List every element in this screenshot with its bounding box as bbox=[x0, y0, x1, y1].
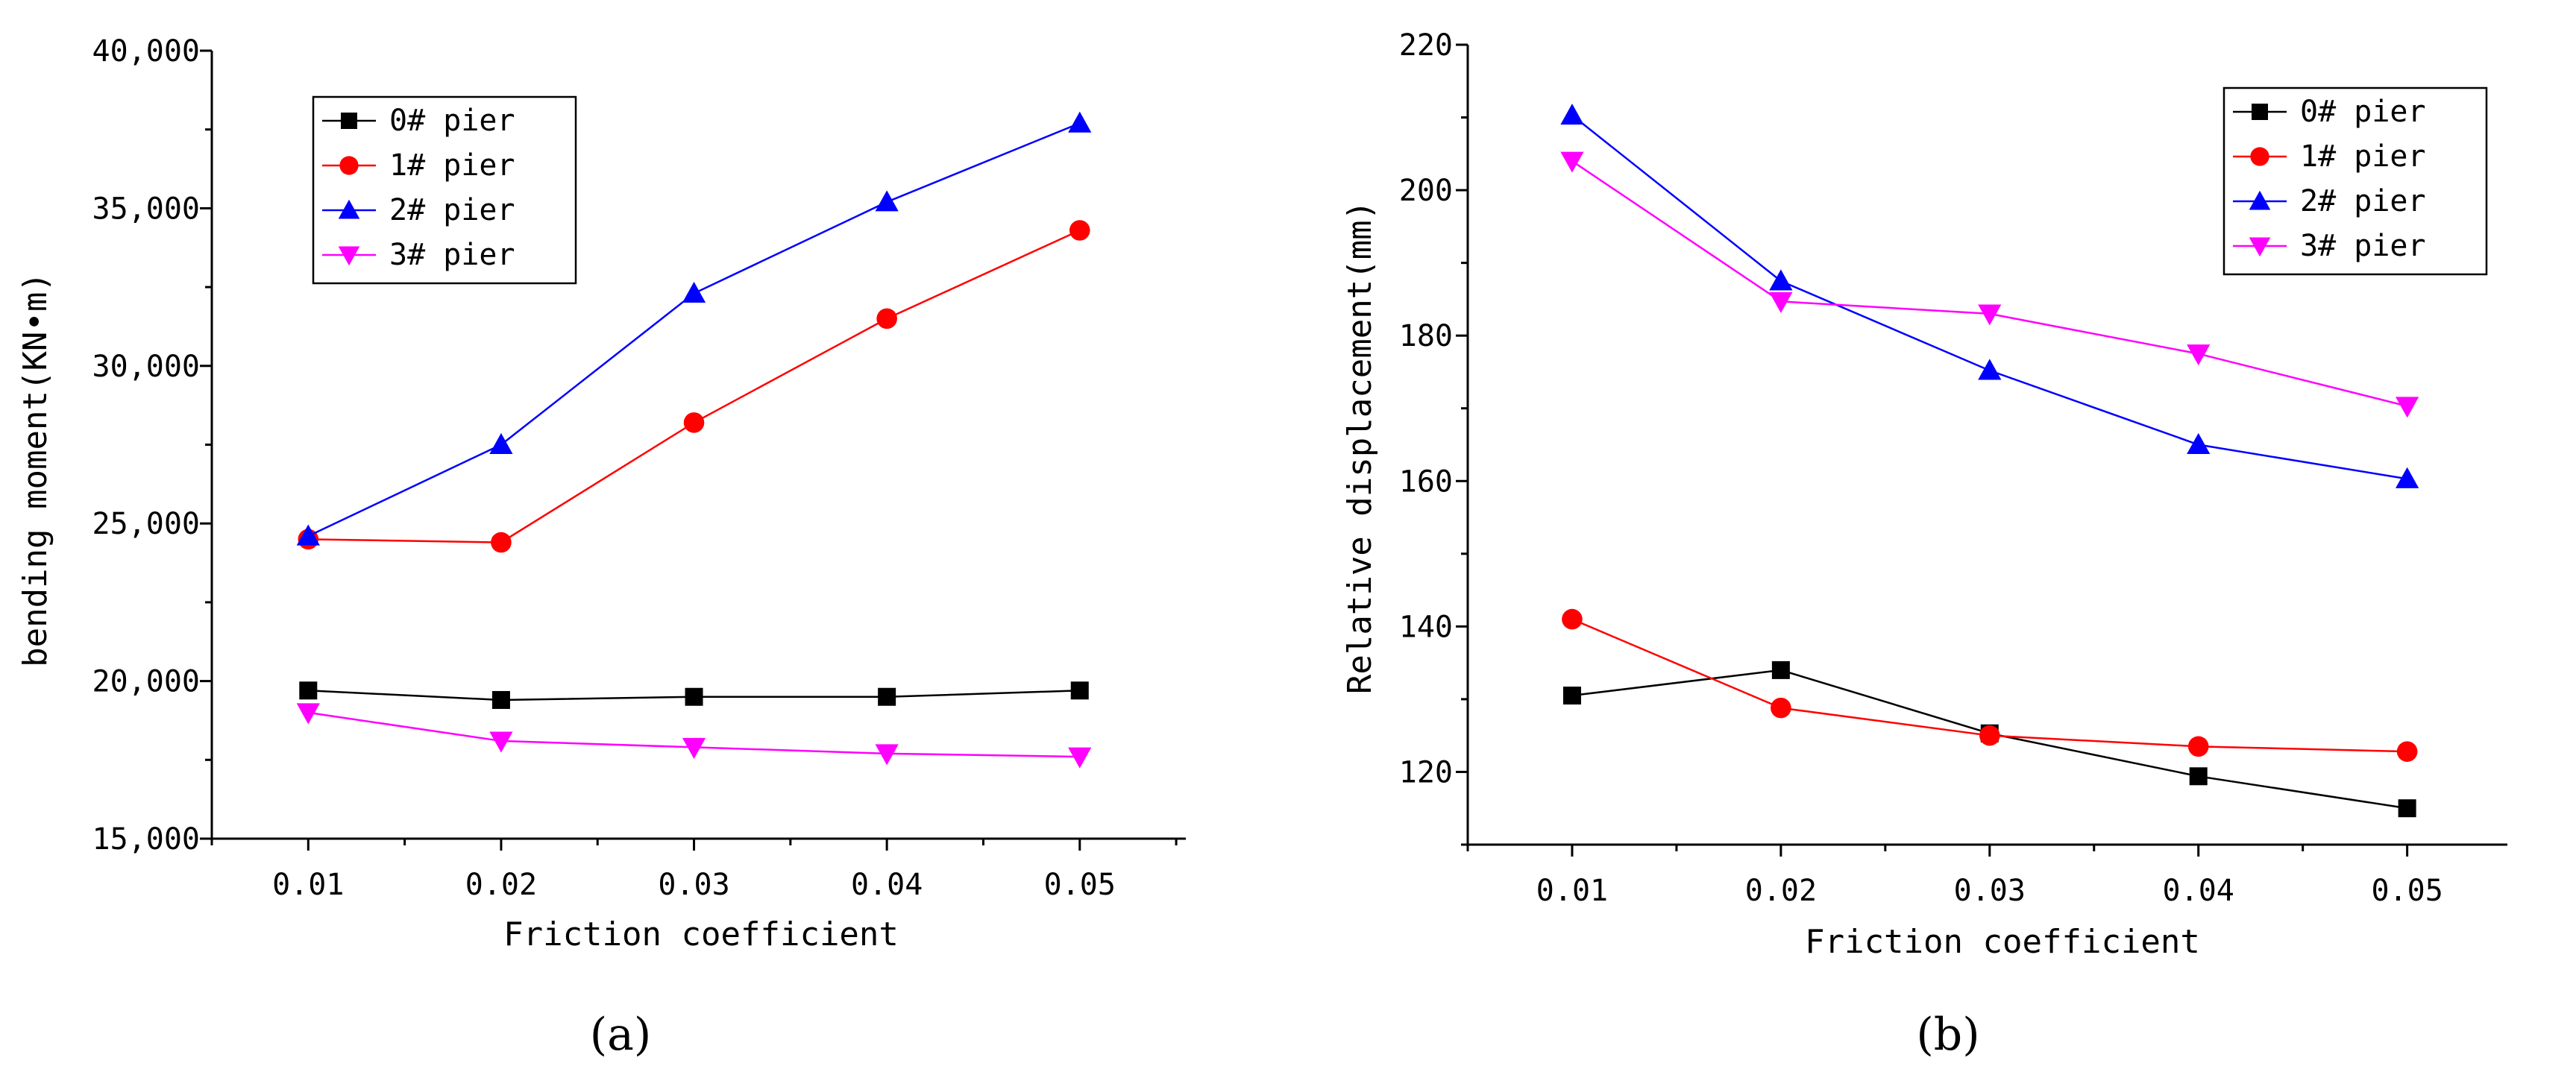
panel-b-data-point bbox=[1562, 608, 1583, 630]
panel-b-data-point bbox=[2187, 344, 2211, 366]
panel-a-legend-label: 0# pier bbox=[389, 104, 515, 138]
panel-a-y-tick-label: 25,000 bbox=[92, 507, 201, 541]
panel-b-data-point bbox=[1978, 304, 2002, 326]
panel-b-y-axis-title: Relative displacement(mm) bbox=[1341, 201, 1379, 694]
panel-a-data-point bbox=[876, 308, 897, 330]
panel-a-data-point bbox=[878, 687, 896, 706]
panel-b-data-point bbox=[2187, 736, 2209, 757]
panel-a-data-point bbox=[491, 690, 510, 709]
panel-b-data-point bbox=[1560, 151, 1584, 173]
panel-a-series-0 bbox=[299, 681, 1089, 709]
panel-b-chart: Friction coefficient Relative displaceme… bbox=[1341, 28, 2507, 961]
panel-a-x-axis-title: Friction coefficient bbox=[503, 915, 899, 953]
panel-b-legend-label: 1# pier bbox=[2300, 139, 2426, 174]
panel-b-data-point bbox=[2189, 767, 2208, 786]
panel-b-data-point bbox=[2398, 799, 2416, 818]
panel-b-data-point bbox=[1771, 660, 1790, 679]
panel-a-data-point bbox=[1069, 220, 1090, 241]
panel-b-data-point bbox=[2187, 432, 2211, 454]
panel-a-data-point bbox=[299, 681, 318, 700]
panel-b-legend-marker bbox=[2249, 237, 2271, 257]
panel-b-legend-marker bbox=[2252, 104, 2268, 120]
panel-a-data-point bbox=[682, 737, 706, 759]
panel-a-data-point bbox=[683, 412, 705, 433]
panel-a-data-point bbox=[875, 190, 899, 212]
panel-a-x-tick-label: 0.04 bbox=[851, 868, 923, 902]
panel-a-legend-marker bbox=[338, 199, 360, 219]
panel-b-y-tick-label: 180 bbox=[1399, 319, 1453, 353]
panel-a-x-tick-label: 0.03 bbox=[658, 868, 729, 902]
panel-a-data-point bbox=[296, 703, 320, 725]
panel-b-y-tick-label: 220 bbox=[1399, 28, 1453, 63]
panel-b-x-tick-label: 0.02 bbox=[1745, 874, 1817, 908]
panel-b-x-tick-label: 0.04 bbox=[2163, 874, 2234, 908]
panel-b-legend-label: 0# pier bbox=[2300, 95, 2426, 129]
panel-b-data-point bbox=[1978, 359, 2002, 380]
panel-a-x-tick-label: 0.01 bbox=[272, 868, 344, 902]
panel-a-legend-label: 1# pier bbox=[389, 148, 515, 183]
panel-b-data-point bbox=[2396, 741, 2418, 762]
panel-a-y-axis-title: bending moment(KN•m) bbox=[16, 272, 54, 667]
panel-b-legend-marker bbox=[2249, 190, 2271, 210]
panel-a-data-point bbox=[489, 731, 513, 753]
panel-b-x-tick-label: 0.03 bbox=[1954, 874, 2026, 908]
panel-a-legend: 0# pier 1# pier 2# pier 3# pier bbox=[312, 95, 577, 285]
panel-b-data-point bbox=[2396, 397, 2419, 418]
panel-b-legend-marker bbox=[2250, 147, 2269, 166]
panel-a-legend-label: 3# pier bbox=[389, 238, 515, 272]
panel-b-data-point bbox=[1769, 269, 1793, 291]
panel-a-data-point bbox=[1068, 747, 1092, 769]
panel-a-legend-marker bbox=[339, 156, 359, 175]
panel-b-data-point bbox=[2396, 467, 2419, 488]
panel-a-label: (a) bbox=[590, 1009, 652, 1061]
panel-b-legend-label: 3# pier bbox=[2300, 229, 2426, 263]
panel-a-x-tick-label: 0.05 bbox=[1044, 868, 1116, 902]
panel-b-series-3 bbox=[1560, 151, 2419, 418]
panel-b-x-tick-label: 0.01 bbox=[1536, 874, 1608, 908]
panel-b-legend-label: 2# pier bbox=[2300, 184, 2426, 218]
panel-a-data-point bbox=[682, 281, 706, 303]
panel-a-series-2 bbox=[296, 111, 1092, 546]
panel-b-y-tick-label: 120 bbox=[1399, 755, 1453, 789]
panel-a-chart: Friction coefficient bending moment(KN•m… bbox=[16, 34, 1186, 953]
panel-b-data-point bbox=[1562, 687, 1581, 705]
panel-a-legend-label: 2# pier bbox=[389, 193, 515, 227]
panel-a-data-point bbox=[491, 532, 512, 553]
panel-b-data-point bbox=[1771, 697, 1791, 719]
panel-b-data-point bbox=[1979, 725, 2000, 746]
panel-b-data-point bbox=[1769, 291, 1793, 313]
panel-b-x-tick-label: 0.05 bbox=[2371, 874, 2443, 908]
panel-a-y-tick-label: 15,000 bbox=[92, 822, 201, 857]
panel-b-data-point bbox=[1560, 104, 1584, 125]
panel-a-y-tick-label: 40,000 bbox=[92, 34, 201, 69]
panel-a-data-point bbox=[296, 524, 320, 546]
panel-a-legend-marker bbox=[338, 246, 360, 266]
panel-a-legend-marker bbox=[341, 113, 357, 129]
panel-a-data-point bbox=[1070, 681, 1089, 700]
panel-a-series-3 bbox=[296, 703, 1092, 769]
panel-b-y-tick-label: 160 bbox=[1399, 464, 1453, 499]
panel-a-x-tick-label: 0.02 bbox=[465, 868, 537, 902]
panel-a-y-tick-label: 35,000 bbox=[92, 192, 201, 226]
panel-a-data-point bbox=[685, 687, 703, 706]
panel-b-series-2 bbox=[1560, 104, 2419, 488]
panel-b-label: (b) bbox=[1916, 1009, 1979, 1061]
panel-b-legend: 0# pier 1# pier 2# pier 3# pier bbox=[2222, 86, 2488, 276]
panel-b-y-tick-label: 200 bbox=[1399, 174, 1453, 208]
panel-a-data-point bbox=[489, 432, 513, 454]
panel-b-x-axis-title: Friction coefficient bbox=[1805, 923, 2200, 961]
panel-a-data-point bbox=[1068, 111, 1092, 133]
panel-a-data-point bbox=[875, 744, 899, 766]
panel-a-y-tick-label: 30,000 bbox=[92, 350, 201, 384]
panel-a-y-tick-label: 20,000 bbox=[92, 665, 201, 699]
panel-b-series-1 bbox=[1562, 608, 2418, 762]
panel-b-y-tick-label: 140 bbox=[1399, 610, 1453, 644]
